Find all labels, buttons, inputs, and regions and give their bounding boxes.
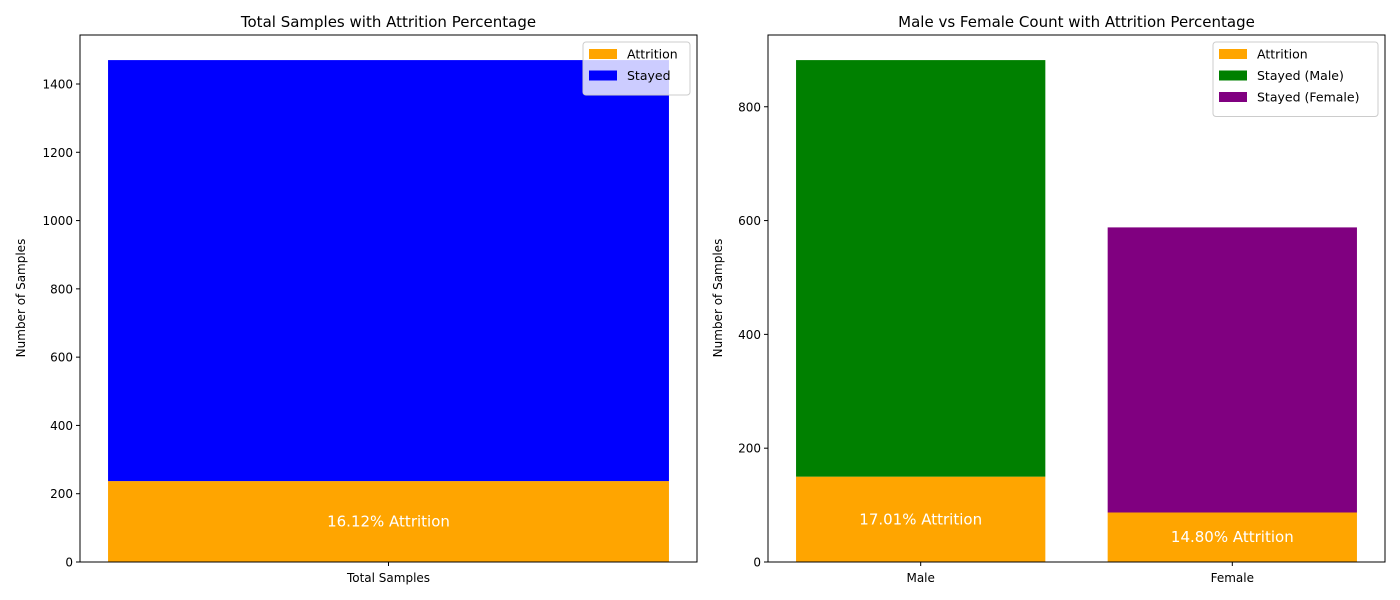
x-ticks: Male Female bbox=[906, 562, 1254, 585]
plot-frame bbox=[767, 34, 1386, 563]
y-tick-label: 200 bbox=[738, 442, 761, 456]
y-tick-label: 600 bbox=[50, 351, 73, 365]
y-tick-label: 800 bbox=[738, 100, 761, 114]
y-tick-label: 600 bbox=[738, 214, 761, 228]
y-tick-label: 1400 bbox=[42, 77, 73, 91]
legend-label: Attrition bbox=[627, 47, 678, 62]
y-tick-label: 1000 bbox=[42, 214, 73, 228]
legend-swatch bbox=[1219, 92, 1247, 102]
y-ticks: 0 200 400 600 800 bbox=[738, 100, 768, 570]
y-tick-label: 1200 bbox=[42, 146, 73, 160]
bars bbox=[796, 60, 1357, 562]
x-tick-label: Total Samples bbox=[346, 571, 430, 585]
bar-stayed-female-female bbox=[1107, 227, 1357, 513]
x-ticks: Total Samples bbox=[346, 562, 430, 585]
x-tick-label: Female bbox=[1211, 571, 1254, 585]
chart-title: Total Samples with Attrition Percentage bbox=[240, 13, 536, 31]
y-tick-label: 400 bbox=[50, 419, 73, 433]
bar-labels: 16.12% Attrition bbox=[327, 513, 450, 531]
bar-attrition-male bbox=[796, 476, 1046, 562]
chart-male-vs-female: Male vs Female Count with Attrition Perc… bbox=[711, 13, 1386, 585]
y-axis-label: Number of Samples bbox=[711, 239, 725, 358]
legend-frame bbox=[1212, 41, 1379, 117]
bar-label: 16.12% Attrition bbox=[327, 513, 450, 531]
y-tick-label: 0 bbox=[753, 556, 761, 570]
y-tick-label: 200 bbox=[50, 487, 73, 501]
plot-frame bbox=[79, 34, 698, 563]
bar-labels: 17.01% Attrition 14.80% Attrition bbox=[859, 510, 1293, 546]
bar-stayed-total-samples bbox=[108, 60, 669, 482]
y-tick-label: 800 bbox=[50, 282, 73, 296]
bar-attrition-female bbox=[1107, 512, 1357, 562]
chart-total-samples: Total Samples with Attrition Percentage … bbox=[14, 13, 698, 585]
legend-swatch bbox=[589, 49, 617, 59]
bar-stayed-male-male bbox=[796, 60, 1046, 477]
bar-attrition-total-samples bbox=[108, 481, 669, 562]
legend-swatch bbox=[1219, 49, 1247, 59]
legend-swatch bbox=[589, 70, 617, 81]
bar-label: 17.01% Attrition bbox=[859, 510, 982, 528]
legend-label: Attrition bbox=[1257, 47, 1308, 62]
legend-swatch bbox=[1219, 70, 1247, 81]
bars bbox=[108, 60, 669, 562]
legend-label: Stayed bbox=[627, 68, 671, 83]
y-tick-label: 0 bbox=[65, 556, 73, 570]
bar-label: 14.80% Attrition bbox=[1171, 528, 1294, 546]
y-tick-label: 400 bbox=[738, 328, 761, 342]
y-axis-label: Number of Samples bbox=[14, 239, 28, 358]
legend-label: Stayed (Female) bbox=[1257, 90, 1359, 105]
legend-label: Stayed (Male) bbox=[1257, 68, 1344, 83]
legend: Attrition Stayed bbox=[582, 41, 691, 96]
y-ticks: 0 200 400 600 800 1000 1200 1400 bbox=[42, 77, 80, 570]
x-tick-label: Male bbox=[906, 571, 934, 585]
legend: Attrition Stayed (Male) Stayed (Female) bbox=[1212, 41, 1379, 117]
chart-title: Male vs Female Count with Attrition Perc… bbox=[898, 13, 1255, 31]
